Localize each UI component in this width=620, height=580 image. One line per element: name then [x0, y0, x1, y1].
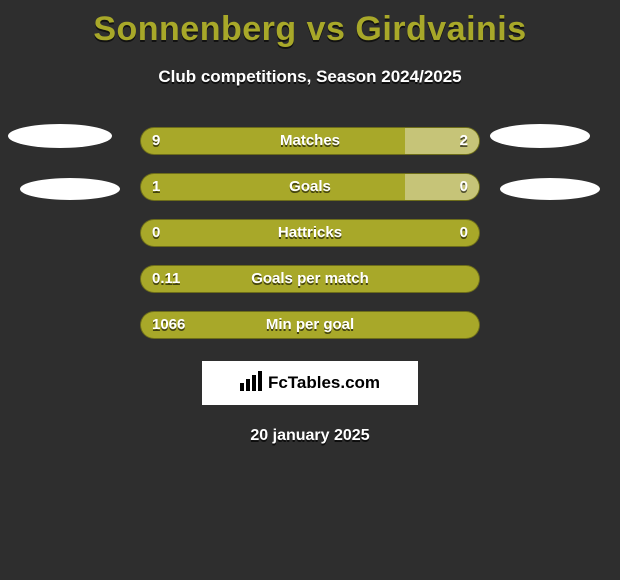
- comparison-row: 1066Min per goal: [0, 311, 620, 339]
- brand-bars-icon: [240, 371, 262, 396]
- bar-track: [140, 311, 480, 339]
- date-label: 20 january 2025: [0, 427, 620, 445]
- comparison-row: 00Hattricks: [0, 219, 620, 247]
- bar-track: [140, 173, 480, 201]
- left-value: 0.11: [152, 265, 180, 293]
- left-value: 1066: [152, 311, 185, 339]
- comparison-row: 0.11Goals per match: [0, 265, 620, 293]
- right-value: 2: [460, 127, 468, 155]
- right-value: 0: [460, 219, 468, 247]
- bar-track: [140, 219, 480, 247]
- bar-track: [140, 127, 480, 155]
- comparison-rows: 92Matches10Goals00Hattricks0.11Goals per…: [0, 127, 620, 339]
- brand-badge: FcTables.com: [202, 361, 418, 405]
- subtitle: Club competitions, Season 2024/2025: [0, 67, 620, 87]
- right-value: 0: [460, 173, 468, 201]
- left-value: 9: [152, 127, 160, 155]
- brand-label: FcTables.com: [268, 373, 380, 393]
- decor-ellipse: [20, 178, 120, 200]
- decor-ellipse: [500, 178, 600, 200]
- left-value: 0: [152, 219, 160, 247]
- left-value: 1: [152, 173, 160, 201]
- decor-ellipse: [8, 124, 112, 148]
- bar-track: [140, 265, 480, 293]
- page-title: Sonnenberg vs Girdvainis: [0, 0, 620, 49]
- decor-ellipse: [490, 124, 590, 148]
